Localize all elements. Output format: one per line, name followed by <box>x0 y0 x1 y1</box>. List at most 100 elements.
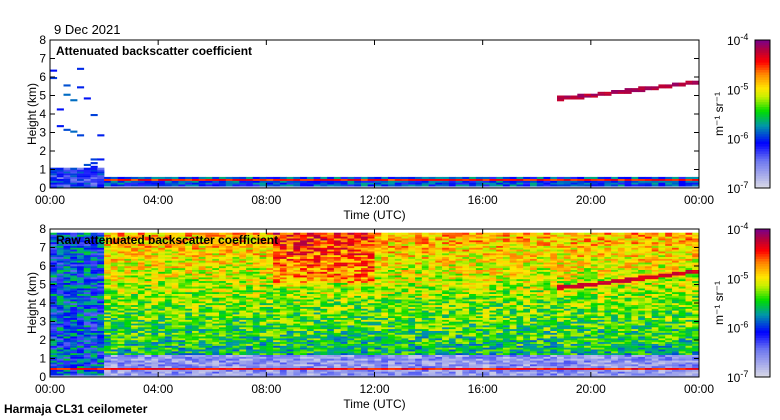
heatmap-cell <box>77 186 85 189</box>
heatmap-cell <box>489 184 497 187</box>
heatmap-cell <box>246 232 254 235</box>
heatmap-cell <box>50 242 58 245</box>
heatmap-cell <box>90 262 98 265</box>
heatmap-cell <box>124 308 132 311</box>
heatmap-cell <box>516 180 524 183</box>
heatmap-cell <box>90 364 98 367</box>
heatmap-cell <box>151 184 159 187</box>
heatmap-cell <box>354 327 362 330</box>
heatmap-cell <box>408 269 416 272</box>
heatmap-cell <box>394 304 402 307</box>
heatmap-cell <box>496 182 504 185</box>
heatmap-cell <box>158 297 166 300</box>
heatmap-cell <box>97 349 105 352</box>
heatmap-cell <box>50 69 58 72</box>
heatmap-cell <box>320 373 328 376</box>
heatmap-cell <box>97 345 105 348</box>
heatmap-cell <box>110 271 118 274</box>
heatmap-cell <box>266 367 274 370</box>
heatmap-cell <box>293 330 301 333</box>
heatmap-cell <box>246 243 254 246</box>
heatmap-cell <box>131 306 139 309</box>
heatmap-cell <box>212 178 220 181</box>
heatmap-cell <box>117 176 125 179</box>
heatmap-cell <box>205 280 213 283</box>
heatmap-cell <box>252 260 260 263</box>
heatmap-cell <box>178 314 186 317</box>
heatmap-cell <box>219 349 227 352</box>
heatmap-cell <box>347 364 355 367</box>
heatmap-cell <box>293 291 301 294</box>
heatmap-cell <box>475 178 483 181</box>
heatmap-cell <box>361 371 369 374</box>
heatmap-cell <box>83 266 91 269</box>
heatmap-cell <box>320 360 328 363</box>
heatmap-cell <box>388 297 396 300</box>
heatmap-cell <box>151 280 159 283</box>
heatmap-cell <box>313 269 321 272</box>
heatmap-cell <box>185 293 193 296</box>
heatmap-cell <box>131 178 139 181</box>
heatmap-cell <box>550 176 558 179</box>
heatmap-cell <box>90 271 98 274</box>
heatmap-cell <box>266 284 274 287</box>
heatmap-cell <box>252 286 260 289</box>
heatmap-cell <box>219 253 227 256</box>
heatmap-cell <box>144 275 152 278</box>
heatmap-cell <box>293 293 301 296</box>
heatmap-cell <box>347 360 355 363</box>
heatmap-cell <box>306 356 314 359</box>
heatmap-cell <box>327 279 335 282</box>
heatmap-cell <box>117 323 125 326</box>
heatmap-cell <box>50 321 58 324</box>
heatmap-cell <box>408 277 416 280</box>
heatmap-cell <box>83 341 91 344</box>
heatmap-cell <box>293 286 301 289</box>
heatmap-cell <box>347 303 355 306</box>
heatmap-cell <box>137 323 145 326</box>
heatmap-cell <box>678 178 686 181</box>
heatmap-cell <box>388 264 396 267</box>
heatmap-cell <box>225 365 233 368</box>
colorbar: 10-710-610-510-4m⁻¹ sr⁻¹ <box>712 32 771 196</box>
heatmap-cell <box>246 371 254 374</box>
heatmap-cell <box>259 369 267 372</box>
heatmap-cell <box>394 315 402 318</box>
heatmap-cell <box>259 341 267 344</box>
heatmap-cell <box>408 358 416 361</box>
heatmap-cell <box>185 290 193 293</box>
heatmap-cell <box>225 321 233 324</box>
heatmap-cell <box>70 327 78 330</box>
heatmap-cell <box>56 314 64 317</box>
heatmap-cell <box>198 373 206 376</box>
heatmap-cell <box>374 314 382 317</box>
heatmap-cell <box>394 290 402 293</box>
heatmap-cell <box>192 327 200 330</box>
heatmap-cell <box>259 373 267 376</box>
heatmap-cell <box>158 330 166 333</box>
heatmap-cell <box>110 362 118 365</box>
heatmap-cell <box>381 317 389 320</box>
heatmap-cell <box>137 242 145 245</box>
heatmap-cell <box>388 338 396 341</box>
heatmap-cell <box>327 306 335 309</box>
heatmap-cell <box>286 253 294 256</box>
heatmap-cell <box>266 266 274 269</box>
heatmap-cell <box>239 275 247 278</box>
heatmap-cell <box>232 306 240 309</box>
heatmap-cell <box>246 269 254 272</box>
heatmap-cell <box>340 341 348 344</box>
heatmap-cell <box>239 310 247 313</box>
heatmap-cell <box>192 256 200 259</box>
heatmap-cell <box>347 317 355 320</box>
heatmap-cell <box>577 186 585 189</box>
heatmap-cell <box>333 240 341 243</box>
heatmap-cell <box>340 249 348 252</box>
heatmap-cell <box>56 253 64 256</box>
heatmap-cell <box>361 240 369 243</box>
heatmap-cell <box>232 290 240 293</box>
colorbar-segment <box>755 185 770 189</box>
heatmap-cell <box>151 277 159 280</box>
heatmap-cell <box>408 375 416 378</box>
heatmap-cell <box>550 186 558 189</box>
